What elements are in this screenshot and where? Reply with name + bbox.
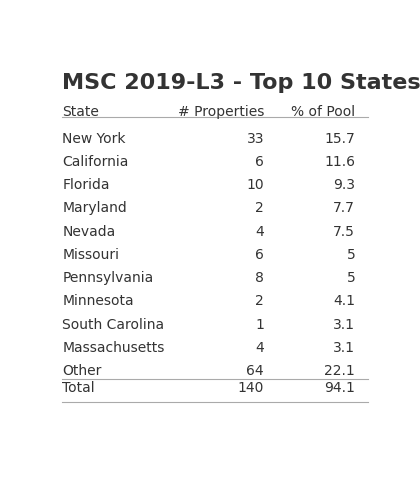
Text: 4: 4 (255, 225, 264, 239)
Text: 2: 2 (255, 294, 264, 308)
Text: 4: 4 (255, 341, 264, 355)
Text: MSC 2019-L3 - Top 10 States: MSC 2019-L3 - Top 10 States (62, 74, 420, 94)
Text: 4.1: 4.1 (333, 294, 355, 308)
Text: 11.6: 11.6 (324, 155, 355, 169)
Text: 2: 2 (255, 201, 264, 215)
Text: 6: 6 (255, 155, 264, 169)
Text: 9.3: 9.3 (333, 178, 355, 192)
Text: 140: 140 (238, 381, 264, 395)
Text: Pennsylvania: Pennsylvania (62, 271, 154, 285)
Text: 22.1: 22.1 (325, 364, 355, 378)
Text: 7.5: 7.5 (333, 225, 355, 239)
Text: Total: Total (62, 381, 95, 395)
Text: New York: New York (62, 131, 126, 146)
Text: 64: 64 (247, 364, 264, 378)
Text: State: State (62, 105, 99, 119)
Text: Maryland: Maryland (62, 201, 127, 215)
Text: 10: 10 (247, 178, 264, 192)
Text: 6: 6 (255, 248, 264, 262)
Text: 94.1: 94.1 (324, 381, 355, 395)
Text: Minnesota: Minnesota (62, 294, 134, 308)
Text: 3.1: 3.1 (333, 341, 355, 355)
Text: Nevada: Nevada (62, 225, 116, 239)
Text: # Properties: # Properties (178, 105, 264, 119)
Text: Other: Other (62, 364, 102, 378)
Text: Missouri: Missouri (62, 248, 119, 262)
Text: 3.1: 3.1 (333, 318, 355, 332)
Text: 8: 8 (255, 271, 264, 285)
Text: South Carolina: South Carolina (62, 318, 164, 332)
Text: % of Pool: % of Pool (291, 105, 355, 119)
Text: 7.7: 7.7 (333, 201, 355, 215)
Text: 5: 5 (346, 271, 355, 285)
Text: Massachusetts: Massachusetts (62, 341, 165, 355)
Text: 33: 33 (247, 131, 264, 146)
Text: 5: 5 (346, 248, 355, 262)
Text: California: California (62, 155, 129, 169)
Text: Florida: Florida (62, 178, 110, 192)
Text: 1: 1 (255, 318, 264, 332)
Text: 15.7: 15.7 (325, 131, 355, 146)
